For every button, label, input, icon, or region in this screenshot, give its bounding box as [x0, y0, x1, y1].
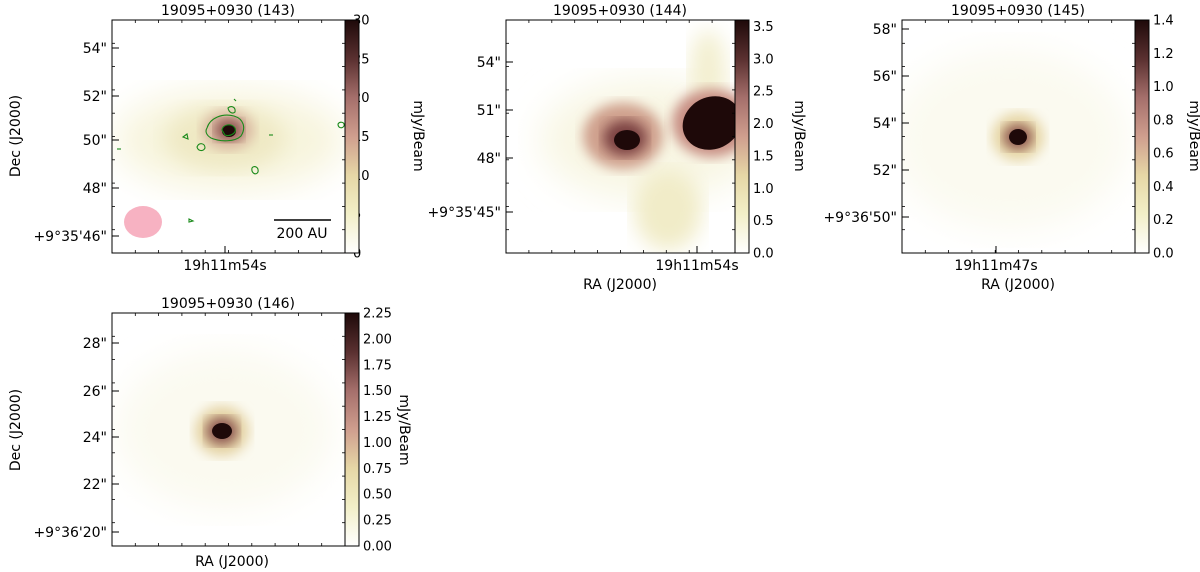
colorbar [344, 312, 360, 547]
panel-title: 19095+0930 (143) [161, 3, 295, 19]
colorbar-tick-label: 1.75 [363, 358, 392, 373]
colorbar-tick-label: 2.00 [363, 332, 392, 347]
y-tick-label: 52" [83, 89, 107, 105]
x-tick-label: 19h11m54s [655, 258, 738, 274]
beam-ellipse [124, 206, 162, 238]
colorbar-tick-label: 0.0 [753, 247, 774, 262]
y-tick-label: 54" [477, 55, 501, 71]
colorbar-label: mJy/Beam [1186, 100, 1200, 171]
y-tick-label: +9°35'45" [427, 205, 501, 221]
image-143: 200 AU [112, 20, 345, 253]
contour-line [221, 124, 236, 137]
y-tick-label: 51" [477, 103, 501, 119]
colorbar-tick-label: 0 [353, 247, 361, 262]
y-tick-label: 28" [83, 336, 107, 352]
diffuse-emission [634, 170, 702, 250]
y-tick-label: 22" [83, 477, 107, 493]
y-tick-label: 54" [873, 116, 897, 132]
colorbar-tick-label: 1.0 [753, 182, 774, 197]
contour-line [337, 121, 345, 129]
contour-line [196, 143, 206, 152]
y-tick-label: 50" [83, 133, 107, 149]
y-tick-label: +9°35'46" [33, 229, 107, 245]
panel-146: 28" 26" 24" 22" +9°36'20" 0.00 0.25 0.50 0.75 1.0… [8, 296, 412, 570]
colorbar-tick-label: 0.75 [363, 462, 392, 477]
x-tick-label: 19h11m54s [183, 258, 266, 274]
image-146 [112, 313, 345, 546]
contour-line [251, 166, 259, 175]
y-tick-label: 58" [873, 22, 897, 38]
colorbar-tick-label: 0.50 [363, 488, 392, 503]
colorbar-label: mJy/Beam [410, 100, 426, 171]
y-tick-label: 52" [873, 163, 897, 179]
colorbar [734, 19, 750, 254]
y-tick-label: +9°36'20" [33, 525, 107, 541]
source-peak [212, 423, 232, 439]
x-axis-label: RA (J2000) [583, 277, 657, 293]
x-axis-label: RA (J2000) [981, 277, 1055, 293]
panel-title: 19095+0930 (146) [161, 296, 295, 312]
colorbar-tick-label: 0.5 [753, 214, 774, 229]
colorbar-tick-label: 2.25 [363, 307, 392, 322]
colorbar-tick-label: 1.5 [753, 149, 774, 164]
colorbar-tick-label: 0.2 [1153, 213, 1174, 228]
colorbar-tick-label: 0.25 [363, 514, 392, 529]
colorbar-tick-label: 1.50 [363, 384, 392, 399]
colorbar [1134, 19, 1150, 254]
contour-line [205, 114, 245, 142]
panel-title: 19095+0930 (145) [951, 3, 1085, 19]
panel-title: 19095+0930 (144) [553, 3, 687, 19]
colorbar-tick-label: 3.5 [753, 20, 774, 35]
colorbar-tick-label: 0.6 [1153, 147, 1174, 162]
colorbar-tick-label: 0.00 [363, 540, 392, 555]
scalebar-label: 200 AU [277, 226, 328, 242]
colorbar-label: mJy/Beam [396, 394, 412, 465]
panel-144: 54" 51" 48" +9°35'45" 19h11m54s 0.0 0.5 1.0 1.5 2… [427, 3, 807, 293]
x-axis-label: RA (J2000) [195, 554, 269, 570]
colorbar-tick-label: 1.00 [363, 436, 392, 451]
colorbar-tick-label: 1.4 [1153, 14, 1174, 29]
source-peak [682, 96, 735, 150]
contour-line [181, 133, 189, 140]
colorbar-label: mJy/Beam [791, 100, 807, 171]
contour-line [188, 218, 195, 223]
image-144 [506, 20, 735, 253]
contour-line [227, 106, 236, 114]
y-tick-label: 48" [83, 181, 107, 197]
contour-line [233, 98, 237, 102]
colorbar-tick-label: 2.0 [753, 117, 774, 132]
colorbar-tick-label: 0.4 [1153, 180, 1174, 195]
colorbar [344, 19, 360, 254]
contours [117, 98, 345, 223]
y-tick-label: 56" [873, 69, 897, 85]
image-145 [902, 20, 1135, 253]
source-peak [1009, 129, 1027, 145]
y-tick-label: 48" [477, 151, 501, 167]
colorbar-tick-label: 1.2 [1153, 47, 1174, 62]
colorbar-tick-label: 1.25 [363, 410, 392, 425]
y-tick-label: +9°36'50" [823, 210, 897, 226]
x-tick-label: 19h11m47s [954, 258, 1037, 274]
source-peak [614, 130, 640, 150]
colorbar-tick-label: 3.0 [753, 52, 774, 67]
colorbar-tick-label: 0.0 [1153, 247, 1174, 262]
y-tick-label: 54" [83, 41, 107, 57]
colorbar-tick-label: 0.8 [1153, 113, 1174, 128]
panel-145: 58" 56" 54" 52" +9°36'50" 19h11m47s 0.0 0.2 0.4 0… [823, 3, 1200, 293]
y-axis-label: Dec (J2000) [8, 95, 24, 177]
y-tick-label: 26" [83, 384, 107, 400]
colorbar-tick-label: 2.5 [753, 85, 774, 100]
y-axis-label: Dec (J2000) [8, 389, 24, 471]
panel-143: 200 AU 54"52"50"48"+9°35'46"19h11m54s051… [8, 3, 426, 274]
y-tick-label: 24" [83, 430, 107, 446]
colorbar-tick-label: 1.0 [1153, 80, 1174, 95]
